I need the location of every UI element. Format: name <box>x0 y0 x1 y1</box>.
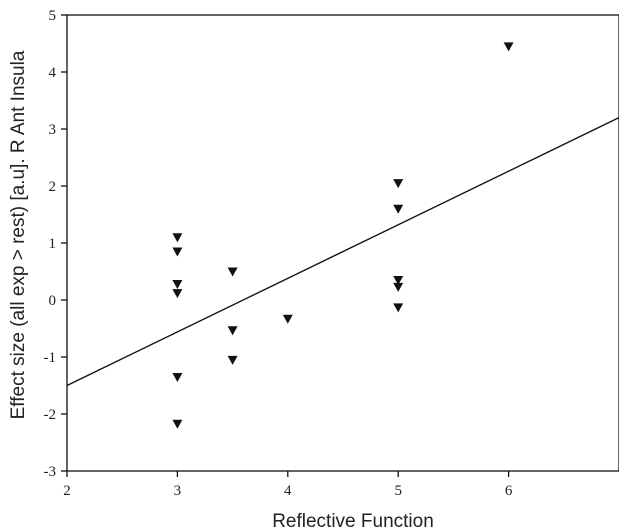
data-point <box>172 372 183 382</box>
data-point <box>172 419 183 429</box>
data-point <box>393 204 404 214</box>
x-axis-title: Reflective Function <box>272 511 434 531</box>
x-tick-label: 6 <box>505 483 513 499</box>
data-point <box>393 179 404 189</box>
data-point <box>503 42 514 52</box>
data-point <box>227 326 238 336</box>
x-tick-label: 3 <box>174 483 182 499</box>
y-tick-label: -3 <box>44 464 57 480</box>
data-point <box>282 314 293 324</box>
x-tick-label: 2 <box>63 483 71 499</box>
data-point <box>227 355 238 365</box>
data-point <box>227 267 238 277</box>
x-tick-label: 5 <box>394 483 402 499</box>
y-tick-label: 0 <box>49 293 57 309</box>
data-point <box>393 303 404 313</box>
y-tick-label: 4 <box>49 65 57 81</box>
data-point <box>172 233 183 243</box>
x-tick-label: 4 <box>284 483 292 499</box>
data-point <box>172 247 183 257</box>
y-tick-label: 3 <box>49 122 57 138</box>
data-points <box>172 42 514 429</box>
y-tick-label: 2 <box>49 179 57 195</box>
y-axis: -3 -2 -1 0 1 2 3 4 5 <box>44 8 67 480</box>
y-tick-label: 1 <box>49 236 57 252</box>
data-point <box>393 282 404 292</box>
plot-frame <box>66 14 619 472</box>
data-point <box>172 280 183 290</box>
data-point <box>172 289 183 299</box>
data-point <box>393 276 404 286</box>
y-tick-label: -2 <box>44 407 57 423</box>
y-tick-label: -1 <box>44 350 57 366</box>
y-axis-title: Effect size (all exp > rest) [a.u]. R An… <box>8 50 29 419</box>
x-axis: 2 3 4 5 6 <box>63 471 513 499</box>
y-tick-label: 5 <box>49 8 57 24</box>
regression-line <box>66 116 619 387</box>
